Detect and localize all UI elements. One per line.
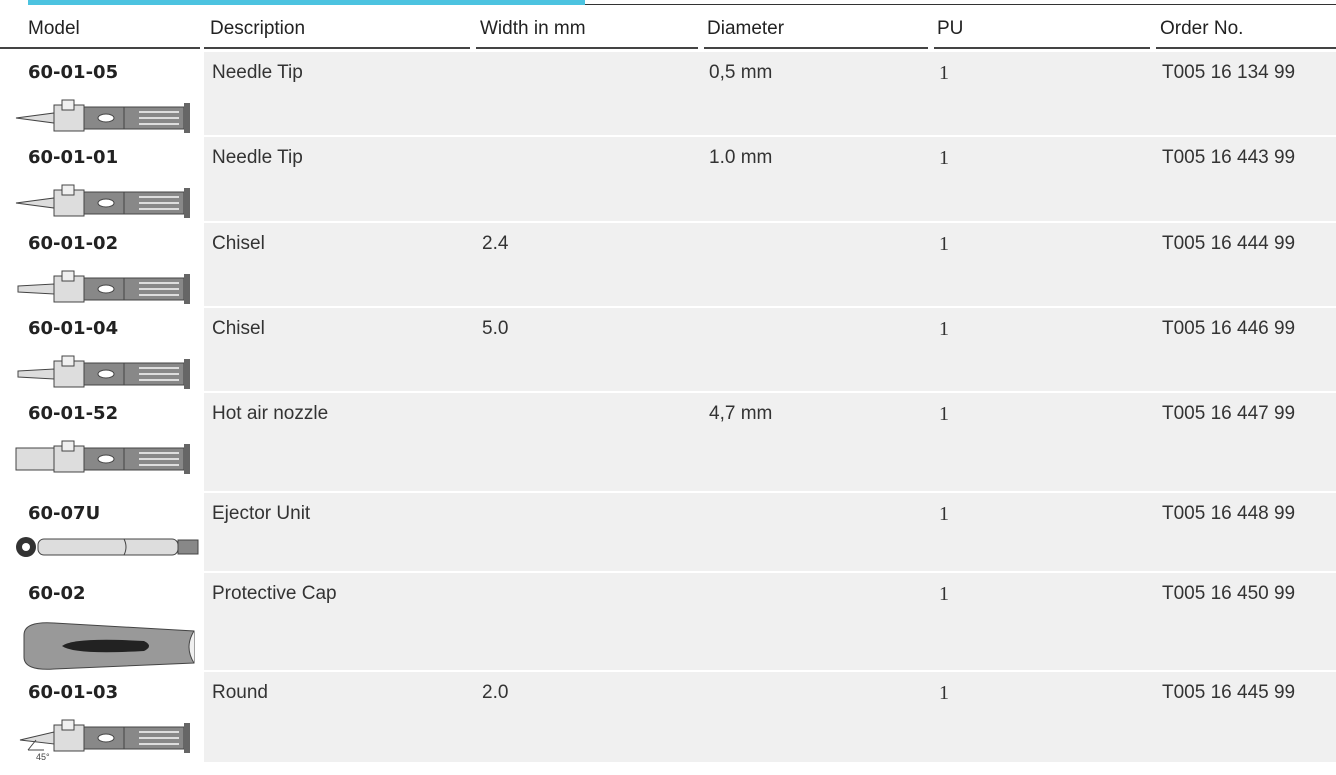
svg-text:45°: 45° [36, 752, 50, 762]
table-row: 60-01-03 Round 2.0 1 T005 16 445 99 45° [0, 672, 1336, 762]
row-shade [204, 308, 1336, 391]
product-image [14, 175, 204, 240]
table-row: 60-01-02 Chisel 2.4 1 T005 16 444 99 [0, 223, 1336, 306]
model-name: 60-01-04 [28, 318, 119, 339]
cell-text: 1.0 mm [709, 147, 773, 168]
accent-bar [28, 0, 585, 5]
column-header: Order No. [1160, 18, 1244, 39]
column-header: Diameter [707, 18, 785, 39]
cell-text: 0,5 mm [709, 62, 773, 83]
cell-text: Ejector Unit [212, 503, 311, 524]
cell-text: T005 16 444 99 [1162, 233, 1296, 254]
cell-text: Hot air nozzle [212, 403, 329, 424]
row-shade [204, 137, 1336, 221]
table-row: 60-01-01 Needle Tip 1.0 mm 1 T005 16 443 99 [0, 137, 1336, 221]
cell-text: T005 16 134 99 [1162, 62, 1296, 83]
row-shade [204, 223, 1336, 306]
row-shade [204, 672, 1336, 762]
column-header: Model [28, 18, 80, 39]
table-row: 60-01-04 Chisel 5.0 1 T005 16 446 99 [0, 308, 1336, 391]
header-rule [204, 47, 470, 49]
column-header: Description [210, 18, 306, 39]
model-name: 60-01-05 [28, 62, 119, 83]
cell-text: T005 16 445 99 [1162, 682, 1296, 703]
cell-text: Needle Tip [212, 147, 303, 168]
model-name: 60-01-01 [28, 147, 119, 168]
header-rule [704, 47, 928, 49]
row-shade [204, 573, 1336, 670]
product-image [14, 431, 204, 496]
row-shade [204, 493, 1336, 571]
product-image [14, 611, 204, 686]
header-rule [476, 47, 698, 49]
header-rule [1156, 47, 1336, 49]
table-row: 60-01-05 Needle Tip 0,5 mm 1 T005 16 134 99 [0, 52, 1336, 135]
cell-text: Needle Tip [212, 62, 303, 83]
model-name: 60-01-02 [28, 233, 119, 254]
product-image [14, 90, 204, 155]
cell-text: T005 16 448 99 [1162, 503, 1296, 524]
product-image: 45° [14, 710, 204, 775]
column-header: PU [937, 18, 964, 39]
model-name: 60-01-52 [28, 403, 119, 424]
cell-text: 2.0 [482, 682, 509, 703]
cell-text: Protective Cap [212, 583, 337, 604]
model-name: 60-02 [28, 583, 86, 604]
cell-text: 4,7 mm [709, 403, 773, 424]
cell-text: Chisel [212, 233, 265, 254]
cell-text: 1 [939, 318, 949, 340]
cell-text: Round [212, 682, 268, 703]
table-row: 60-02 Protective Cap 1 T005 16 450 99 [0, 573, 1336, 670]
cell-text: 2.4 [482, 233, 509, 254]
cell-text: 1 [939, 403, 949, 425]
cell-text: 5.0 [482, 318, 509, 339]
product-image [14, 346, 204, 411]
header-rule [0, 47, 200, 49]
cell-text: 1 [939, 147, 949, 169]
table-row: 60-01-52 Hot air nozzle 4,7 mm 1 T005 16 447… [0, 393, 1336, 491]
cell-text: T005 16 450 99 [1162, 583, 1296, 604]
table-row: 60-07U Ejector Unit 1 T005 16 448 99 [0, 493, 1336, 571]
cell-text: 1 [939, 682, 949, 704]
row-shade [204, 52, 1336, 135]
cell-text: T005 16 447 99 [1162, 403, 1296, 424]
header-rule [934, 47, 1150, 49]
cell-text: 1 [939, 62, 949, 84]
model-name: 60-07U [28, 503, 101, 524]
product-image [14, 531, 204, 576]
model-name: 60-01-03 [28, 682, 119, 703]
cell-text: 1 [939, 503, 949, 525]
cell-text: 1 [939, 583, 949, 605]
cell-text: Chisel [212, 318, 265, 339]
row-shade [204, 393, 1336, 491]
rule [585, 4, 1336, 5]
cell-text: T005 16 443 99 [1162, 147, 1296, 168]
cell-text: T005 16 446 99 [1162, 318, 1296, 339]
cell-text: 1 [939, 233, 949, 255]
column-header: Width in mm [480, 18, 586, 39]
product-image [14, 261, 204, 326]
